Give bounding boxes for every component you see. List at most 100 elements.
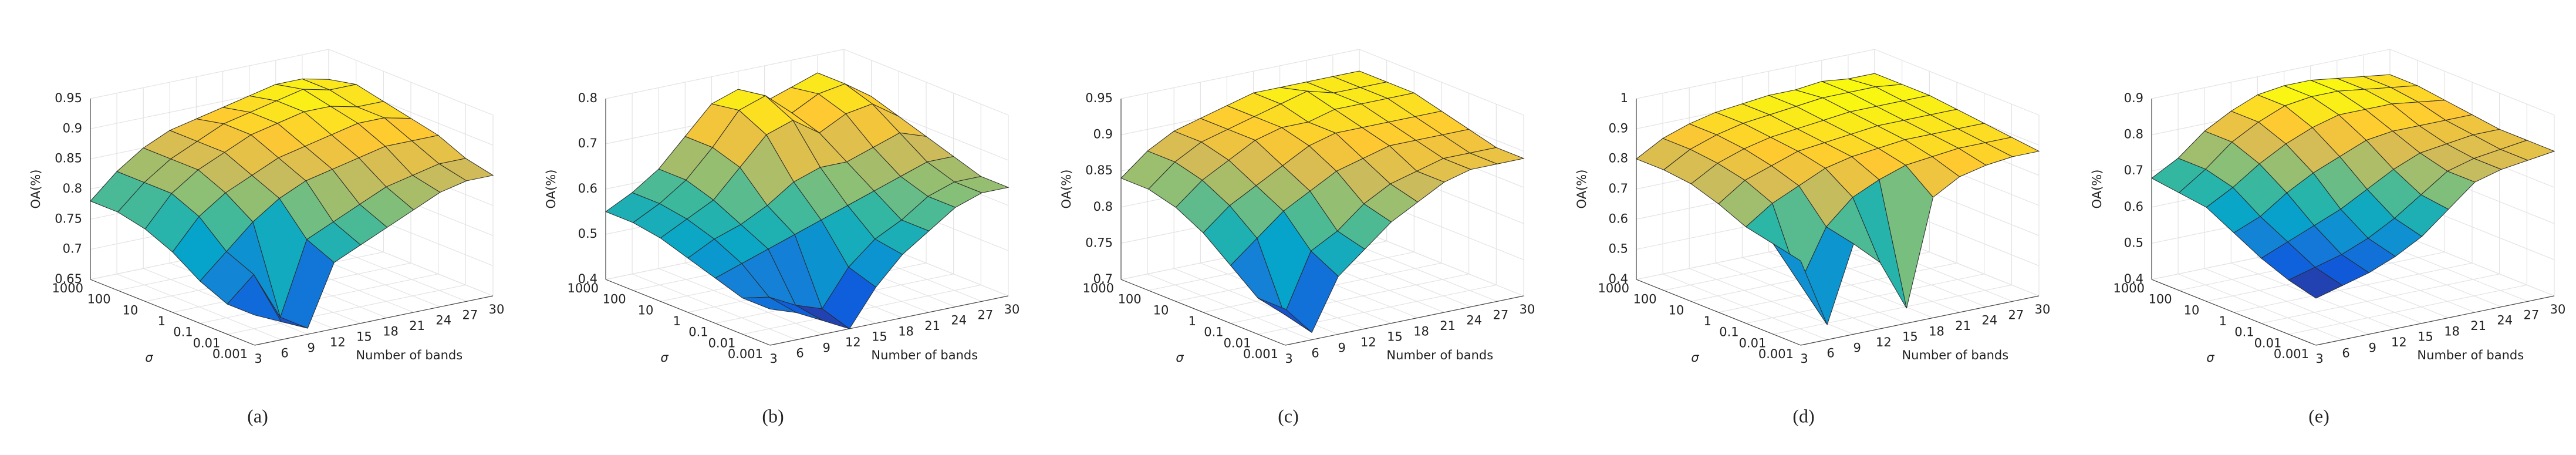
y-axis-label: σ xyxy=(1691,350,1699,365)
x-tick-label: 18 xyxy=(383,324,399,338)
axis-line xyxy=(1800,295,2040,346)
axis-line xyxy=(1636,279,1801,346)
x-tick-label: 18 xyxy=(1413,324,1429,338)
y-tick-label: 0.1 xyxy=(688,325,708,339)
y-tick-label: 100 xyxy=(2149,292,2172,306)
z-tick-label: 0.75 xyxy=(1085,235,1113,250)
axis-line xyxy=(1285,295,1524,346)
x-tick-label: 30 xyxy=(489,302,505,316)
grid-line xyxy=(1120,49,1360,99)
z-tick-label: 0.6 xyxy=(2124,200,2143,214)
x-axis-label: Number of bands xyxy=(2417,348,2524,362)
x-tick-label: 24 xyxy=(1466,314,1482,328)
y-tick-label: 0.01 xyxy=(1739,336,1767,350)
y-tick-label: 1000 xyxy=(52,281,83,295)
z-tick-label: 0.7 xyxy=(63,242,82,256)
y-tick-label: 0.001 xyxy=(1758,347,1794,361)
z-axis-label: OA(%) xyxy=(29,170,43,209)
x-tick-label: 30 xyxy=(1520,302,1535,316)
axis-line xyxy=(1120,279,1286,346)
z-tick-label: 0.95 xyxy=(1085,91,1113,105)
y-axis-label: σ xyxy=(660,350,669,365)
y-tick-label: 100 xyxy=(603,292,626,306)
y-tick-label: 100 xyxy=(87,292,111,306)
y-tick-label: 10 xyxy=(2184,303,2200,317)
grid-line xyxy=(1636,49,1875,99)
x-tick-label: 15 xyxy=(2418,330,2433,344)
z-tick-label: 0.6 xyxy=(1609,211,1628,225)
grid-line xyxy=(605,49,845,99)
z-tick-label: 0.5 xyxy=(578,227,597,241)
caption: (b) xyxy=(762,405,784,426)
x-tick-label: 27 xyxy=(2008,308,2024,322)
z-tick-label: 0.95 xyxy=(55,91,82,105)
grid-line xyxy=(227,284,466,335)
z-tick-label: 0.7 xyxy=(1093,272,1113,286)
axis-line xyxy=(2151,279,2317,346)
y-tick-label: 10 xyxy=(638,303,654,317)
z-tick-label: 0.75 xyxy=(55,211,82,225)
x-tick-label: 3 xyxy=(2315,352,2323,366)
x-axis-label: Number of bands xyxy=(871,348,978,362)
x-tick-label: 12 xyxy=(1876,335,1892,349)
axis-line xyxy=(769,295,1009,346)
x-tick-label: 24 xyxy=(951,314,967,328)
x-tick-label: 3 xyxy=(1800,352,1808,366)
z-axis-label: OA(%) xyxy=(1059,170,1073,209)
x-tick-label: 9 xyxy=(2369,341,2376,355)
y-tick-label: 0.001 xyxy=(212,347,248,361)
y-tick-label: 100 xyxy=(1118,292,1142,306)
caption: (e) xyxy=(2308,405,2329,426)
grid-line xyxy=(2288,284,2527,335)
x-tick-label: 30 xyxy=(2550,302,2566,316)
z-tick-label: 0.5 xyxy=(2124,235,2143,250)
z-tick-label: 0.4 xyxy=(578,272,597,286)
surface-patch xyxy=(1773,243,1828,325)
x-tick-label: 6 xyxy=(796,346,803,360)
y-tick-label: 1 xyxy=(158,314,166,328)
y-tick-label: 10 xyxy=(123,303,139,317)
z-tick-label: 1 xyxy=(1620,91,1628,105)
y-tick-label: 1 xyxy=(2219,314,2227,328)
x-tick-label: 3 xyxy=(1285,352,1292,366)
y-tick-label: 0.01 xyxy=(2254,336,2282,350)
x-tick-label: 30 xyxy=(2035,302,2051,316)
y-tick-label: 0.01 xyxy=(708,336,736,350)
z-tick-label: 0.6 xyxy=(578,181,597,196)
y-tick-label: 100 xyxy=(1633,292,1657,306)
x-tick-label: 15 xyxy=(872,330,887,344)
caption: (a) xyxy=(247,405,268,426)
grid-line xyxy=(2151,49,2391,99)
x-axis-label: Number of bands xyxy=(1902,348,2008,362)
x-tick-label: 9 xyxy=(1338,341,1346,355)
z-tick-label: 0.4 xyxy=(1609,272,1628,286)
z-tick-label: 0.9 xyxy=(1093,127,1113,141)
y-tick-label: 0.01 xyxy=(1224,336,1251,350)
grid-line xyxy=(2261,274,2500,324)
z-tick-label: 0.65 xyxy=(55,272,82,286)
y-tick-label: 1000 xyxy=(1083,281,1114,295)
surface-patch xyxy=(227,274,282,322)
z-tick-label: 0.85 xyxy=(55,151,82,166)
y-tick-label: 0.01 xyxy=(193,336,221,350)
x-tick-label: 27 xyxy=(978,308,994,322)
x-tick-label: 3 xyxy=(254,352,262,366)
x-tick-label: 3 xyxy=(769,352,777,366)
x-tick-label: 18 xyxy=(2444,324,2460,338)
z-tick-label: 0.8 xyxy=(2124,127,2143,141)
x-tick-label: 18 xyxy=(898,324,914,338)
x-tick-label: 12 xyxy=(2391,335,2407,349)
z-tick-label: 0.9 xyxy=(2124,91,2143,105)
caption: (c) xyxy=(1278,405,1299,426)
caption: (d) xyxy=(1792,405,1814,426)
y-tick-label: 1 xyxy=(673,314,681,328)
x-tick-label: 9 xyxy=(1853,341,1861,355)
y-tick-label: 1000 xyxy=(2114,281,2145,295)
y-tick-label: 10 xyxy=(1669,303,1684,317)
grid-line xyxy=(1230,274,1469,324)
x-axis-label: Number of bands xyxy=(356,348,462,362)
z-tick-label: 0.85 xyxy=(1085,163,1113,177)
y-tick-label: 1000 xyxy=(1598,281,1629,295)
z-tick-label: 0.7 xyxy=(2124,163,2143,177)
z-tick-label: 0.9 xyxy=(63,121,82,135)
